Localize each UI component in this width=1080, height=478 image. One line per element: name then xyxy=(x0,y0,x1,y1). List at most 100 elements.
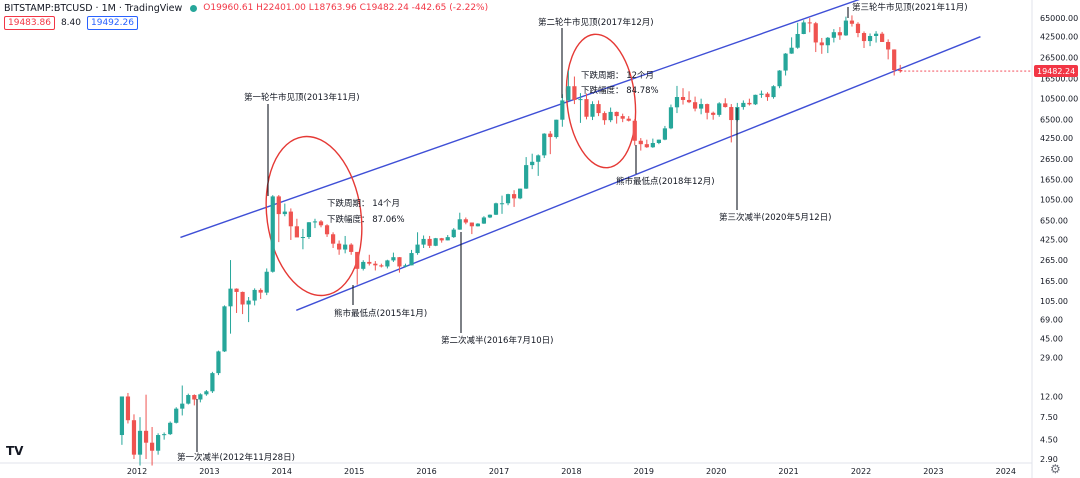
gear-icon[interactable]: ⚙ xyxy=(1050,462,1061,476)
candle-body xyxy=(692,102,698,109)
price-tick-label: 425.00 xyxy=(1040,235,1068,244)
candle-body xyxy=(705,104,710,113)
annotation-halving2: 第二次减半(2016年7月10日) xyxy=(441,335,554,346)
candle-body xyxy=(590,104,595,117)
candle-body xyxy=(337,243,342,250)
price-tick-label: 65000.00 xyxy=(1040,14,1078,23)
candle-body xyxy=(608,111,613,121)
candle-body xyxy=(801,22,806,34)
candle-body xyxy=(614,111,619,117)
candle-body xyxy=(880,33,885,42)
candle-body xyxy=(318,221,324,226)
candle-body xyxy=(234,288,239,292)
candle-body xyxy=(777,70,782,87)
candle-body xyxy=(367,261,372,264)
candle-body xyxy=(886,41,891,50)
candle-body xyxy=(807,22,812,24)
price-tick-label: 42500.00 xyxy=(1040,33,1078,42)
candle-body xyxy=(511,194,517,199)
candle-body xyxy=(433,238,438,246)
candle-body xyxy=(149,442,155,451)
time-tick-label: 2020 xyxy=(706,467,726,476)
price-tick-label: 12.00 xyxy=(1040,392,1063,401)
candle-body xyxy=(783,53,788,71)
candle-body xyxy=(222,306,227,352)
candle-body xyxy=(759,93,764,95)
price-tick-label: 105.00 xyxy=(1040,297,1068,306)
candle-body xyxy=(620,116,625,119)
candle-body xyxy=(656,139,661,143)
price-tick-label: 265.00 xyxy=(1040,256,1068,265)
last-price-tag xyxy=(1034,65,1078,78)
ohlc-values: O19960.61 H22401.00 L18763.96 C19482.24 … xyxy=(203,3,489,13)
time-tick-label: 2014 xyxy=(272,467,292,476)
annotation-top1: 第一轮牛市见顶(2013年11月) xyxy=(244,92,360,103)
annotation-top3: 第三轮牛市见顶(2021年11月) xyxy=(852,2,968,13)
candle-body xyxy=(499,203,505,205)
candle-body xyxy=(264,271,269,293)
market-status-dot xyxy=(190,4,198,12)
candle-body xyxy=(306,222,312,238)
candle-body xyxy=(717,103,722,115)
time-tick-label: 2016 xyxy=(416,467,436,476)
candle-body xyxy=(548,133,553,138)
price-tick-label: 2.90 xyxy=(1040,455,1058,464)
candle-body xyxy=(747,102,752,105)
candle-body xyxy=(427,238,432,246)
price-tick-label: 29.00 xyxy=(1040,354,1063,363)
candle-body xyxy=(343,244,348,250)
annotation-halving3: 第三次减半(2020年5月12日) xyxy=(719,212,832,223)
candle-body xyxy=(439,238,444,241)
candle-body xyxy=(282,211,287,215)
candle-body xyxy=(379,265,384,267)
candle-body xyxy=(831,32,836,38)
candle-body xyxy=(125,396,131,421)
price-tick-label: 2650.00 xyxy=(1040,155,1073,164)
candle-body xyxy=(469,222,474,227)
symbol-title[interactable]: BITSTAMP:BTCUSD · 1M · TradingView xyxy=(4,2,183,14)
time-tick-label: 2017 xyxy=(489,467,509,476)
time-tick-label: 2019 xyxy=(634,467,654,476)
annotation-cycle2-period: 下跌周期： 12个月 xyxy=(581,70,654,81)
candle-body xyxy=(174,408,179,423)
candle-body xyxy=(632,120,637,141)
candle-body xyxy=(355,251,360,269)
candle-body xyxy=(741,102,746,108)
tradingview-logo-icon[interactable]: TV xyxy=(6,444,24,458)
candle-body xyxy=(198,394,203,400)
candle-body xyxy=(463,219,468,223)
price-tick-label: 650.00 xyxy=(1040,217,1068,226)
candle-body xyxy=(300,237,306,239)
annotation-bottom1: 熊市最低点(2015年1月) xyxy=(334,308,427,319)
quote-row: 19483.86 8.40 19492.26 xyxy=(4,16,138,30)
candle-body xyxy=(686,99,692,103)
candle-body xyxy=(415,244,420,254)
chart-header: BITSTAMP:BTCUSD · 1M · TradingView O1996… xyxy=(4,1,488,15)
candle-body xyxy=(650,142,655,148)
annotation-cycle1-period: 下跌周期： 14个月 xyxy=(327,198,400,209)
candle-body xyxy=(162,434,167,436)
candle-body xyxy=(475,223,480,227)
candle-body xyxy=(898,69,903,72)
candle-body xyxy=(819,42,824,46)
candle-body xyxy=(578,99,583,101)
sell-price-button[interactable]: 19483.86 xyxy=(4,16,55,30)
candle-body xyxy=(662,128,668,140)
candle-body xyxy=(584,99,589,117)
candle-body xyxy=(771,86,776,98)
candle-body xyxy=(180,403,185,409)
candle-body xyxy=(421,238,426,245)
buy-price-button[interactable]: 19492.26 xyxy=(87,16,138,30)
candle-body xyxy=(270,196,275,272)
candle-body xyxy=(542,133,547,156)
spread-value: 8.40 xyxy=(60,18,81,28)
time-tick-label: 2021 xyxy=(778,467,798,476)
candle-body xyxy=(451,229,456,238)
candle-body xyxy=(137,430,143,455)
annotation-halving1: 第一次减半(2012年11月28日) xyxy=(177,452,295,463)
price-tick-label: 7.50 xyxy=(1040,413,1058,422)
candle-body xyxy=(602,113,607,121)
candle-body xyxy=(867,35,873,42)
candle-body xyxy=(385,260,390,267)
